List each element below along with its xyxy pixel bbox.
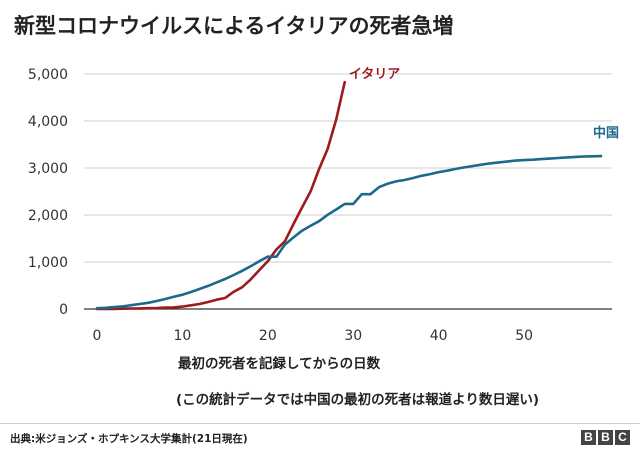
bbc-logo-block: C bbox=[615, 430, 630, 445]
x-tick-label: 50 bbox=[515, 328, 533, 344]
x-tick-label: 0 bbox=[93, 328, 102, 344]
x-tick-label: 30 bbox=[344, 328, 362, 344]
series-label: 中国 bbox=[593, 125, 619, 141]
x-tick-label: 20 bbox=[259, 328, 277, 344]
y-tick-label: 2,000 bbox=[28, 208, 68, 224]
chart-title: 新型コロナウイルスによるイタリアの死者急増 bbox=[14, 14, 454, 38]
x-tick-label: 40 bbox=[430, 328, 448, 344]
chart-note: (この統計データでは中国の最初の死者は報道より数日遅い) bbox=[176, 392, 540, 408]
y-tick-label: 5,000 bbox=[28, 67, 68, 83]
y-tick-label: 1,000 bbox=[28, 255, 68, 271]
series-line-china bbox=[95, 154, 603, 310]
series-label: イタリア bbox=[349, 67, 400, 82]
y-tick-label: 0 bbox=[59, 302, 68, 318]
series-line-italy bbox=[95, 80, 347, 311]
footer-divider bbox=[0, 423, 640, 424]
bbc-logo-block: B bbox=[598, 430, 613, 445]
y-tick-label: 4,000 bbox=[28, 114, 68, 130]
bbc-logo: B B C bbox=[581, 430, 630, 445]
x-axis-label: 最初の死者を記録してからの日数 bbox=[178, 356, 381, 372]
bbc-logo-block: B bbox=[581, 430, 596, 445]
source-credit: 出典:米ジョンズ・ホプキンス大学集計(21日現在) bbox=[10, 433, 248, 445]
y-tick-label: 3,000 bbox=[28, 161, 68, 177]
x-tick-label: 10 bbox=[174, 328, 192, 344]
